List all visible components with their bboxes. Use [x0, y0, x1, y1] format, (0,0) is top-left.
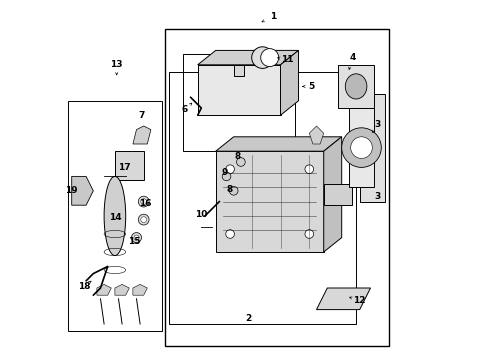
Circle shape	[251, 47, 273, 68]
Text: 8: 8	[234, 152, 240, 161]
Text: 2: 2	[244, 314, 251, 323]
Ellipse shape	[104, 176, 125, 256]
Text: 3: 3	[374, 120, 380, 129]
Text: 18: 18	[78, 282, 90, 291]
Bar	[68, 101, 162, 331]
Text: 12: 12	[353, 296, 365, 305]
Polygon shape	[115, 284, 129, 295]
Polygon shape	[215, 151, 323, 252]
Circle shape	[134, 235, 139, 240]
Text: 8: 8	[226, 185, 233, 194]
Text: 15: 15	[128, 237, 141, 246]
Circle shape	[138, 196, 149, 207]
Polygon shape	[133, 126, 151, 144]
Circle shape	[229, 186, 238, 195]
Polygon shape	[348, 108, 373, 187]
Circle shape	[138, 214, 149, 225]
Bar	[165, 29, 387, 346]
Polygon shape	[72, 176, 93, 205]
Text: 9: 9	[221, 168, 227, 177]
Polygon shape	[359, 94, 384, 202]
Circle shape	[341, 128, 381, 167]
Circle shape	[225, 165, 234, 174]
Polygon shape	[133, 284, 147, 295]
Polygon shape	[197, 65, 280, 115]
Bar	[323, 184, 352, 205]
Text: 13: 13	[110, 60, 122, 69]
Circle shape	[131, 233, 141, 243]
Polygon shape	[323, 137, 341, 252]
Polygon shape	[97, 284, 111, 295]
Circle shape	[225, 230, 234, 238]
Circle shape	[260, 49, 278, 67]
Text: 3: 3	[374, 192, 380, 201]
Text: 14: 14	[108, 213, 121, 222]
Bar	[168, 72, 355, 324]
Circle shape	[141, 199, 146, 204]
Bar	[183, 54, 294, 151]
Text: 7: 7	[139, 111, 145, 120]
Text: 11: 11	[280, 55, 293, 64]
Circle shape	[305, 230, 313, 238]
Polygon shape	[337, 65, 373, 108]
Circle shape	[141, 217, 146, 222]
Polygon shape	[309, 126, 323, 144]
Circle shape	[305, 165, 313, 174]
Polygon shape	[115, 151, 143, 180]
Text: 6: 6	[182, 105, 188, 114]
Polygon shape	[215, 137, 341, 151]
Circle shape	[350, 137, 371, 158]
Text: 10: 10	[195, 210, 207, 219]
Ellipse shape	[345, 74, 366, 99]
Polygon shape	[233, 65, 244, 76]
Text: 5: 5	[307, 82, 314, 91]
Text: 1: 1	[270, 12, 276, 21]
Text: 16: 16	[139, 199, 151, 208]
Polygon shape	[280, 50, 298, 115]
Text: 17: 17	[117, 163, 130, 172]
Circle shape	[222, 172, 230, 181]
Polygon shape	[316, 288, 370, 310]
Text: 4: 4	[348, 53, 355, 62]
Polygon shape	[197, 50, 298, 65]
Circle shape	[236, 158, 244, 166]
Text: 19: 19	[64, 186, 77, 195]
